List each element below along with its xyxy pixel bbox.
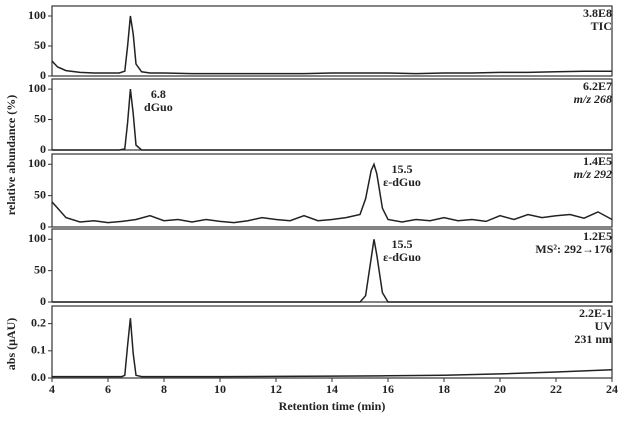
trace-label: MS²: 292→176 <box>535 242 612 256</box>
y-tick-label: 100 <box>28 156 46 170</box>
scale-label: 1.2E5 <box>583 229 612 243</box>
y-tick-label: 0 <box>40 68 46 82</box>
panel-frame <box>51 5 613 77</box>
trace-label: m/z 292 <box>574 167 612 181</box>
x-tick-label: 8 <box>161 382 167 396</box>
y-tick-label: 100 <box>28 81 46 95</box>
trace-line <box>51 15 612 75</box>
trace-line <box>51 162 613 224</box>
y-tick-label: 0 <box>40 294 46 308</box>
trace-label: TIC <box>591 19 612 33</box>
trace-line <box>52 318 613 378</box>
trace-label: m/z 268 <box>574 92 612 106</box>
y-axis-label: abs (μAU) <box>4 318 18 370</box>
y-tick-label: 0 <box>40 219 46 233</box>
panel-frame <box>51 228 613 303</box>
x-tick-label: 12 <box>270 382 282 396</box>
y-tick-label: 0.2 <box>31 315 46 329</box>
peak-label: 15.5 <box>392 162 413 176</box>
x-tick-label: 18 <box>438 382 450 396</box>
x-tick-label: 14 <box>326 382 338 396</box>
panel-frame <box>51 153 613 228</box>
y-tick-label: 50 <box>34 111 46 125</box>
peak-label: dGuo <box>144 100 173 114</box>
panel-frame <box>51 305 613 379</box>
y-tick-label: 0.1 <box>31 343 46 357</box>
y-tick-label: 100 <box>28 8 46 22</box>
peak-label: ε-dGuo <box>383 250 421 264</box>
x-tick-label: 16 <box>382 382 394 396</box>
peak-label: 15.5 <box>392 237 413 251</box>
y-axis-label: relative abundance (%) <box>4 95 18 215</box>
y-tick-label: 100 <box>28 231 46 245</box>
x-tick-label: 6 <box>105 382 111 396</box>
x-axis-label: Retention time (min) <box>279 399 386 413</box>
trace-line <box>52 239 612 303</box>
y-tick-label: 0.0 <box>31 370 46 384</box>
y-tick-label: 0 <box>40 142 46 156</box>
y-tick-label: 50 <box>34 262 46 276</box>
wavelength-label: 231 nm <box>574 332 612 346</box>
y-tick-label: 50 <box>34 38 46 52</box>
peak-label: ε-dGuo <box>383 175 421 189</box>
peak-label: 6.8 <box>151 87 166 101</box>
y-tick-label: 50 <box>34 187 46 201</box>
x-tick-label: 22 <box>550 382 562 396</box>
scale-label: 6.2E7 <box>583 79 612 93</box>
x-tick-label: 10 <box>214 382 226 396</box>
trace-line <box>52 89 612 151</box>
x-tick-label: 20 <box>494 382 506 396</box>
trace-label: UV <box>595 319 613 333</box>
x-tick-label: 24 <box>606 382 618 396</box>
scale-label: 2.2E-1 <box>579 306 612 320</box>
scale-label: 3.8E8 <box>583 6 612 20</box>
scale-label: 1.4E5 <box>583 154 612 168</box>
x-tick-label: 4 <box>49 382 55 396</box>
